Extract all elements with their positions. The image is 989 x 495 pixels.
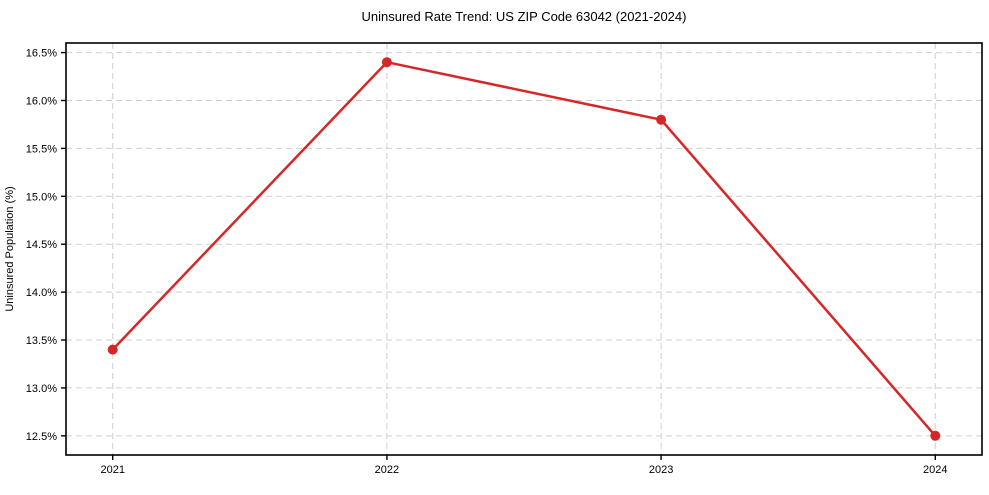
y-tick-label: 14.5% — [26, 239, 57, 251]
gridlines — [66, 43, 982, 455]
axis-ticks: 12.5% 13.0% 13.5% 14.0% 14.5% 15.0% 15.5% 16.0%… — [26, 48, 948, 476]
y-axis-label: Uninsured Population (%) — [4, 186, 16, 311]
plot-border — [65, 42, 983, 456]
y-tick-label: 12.5% — [26, 431, 57, 443]
y-tick-label: 13.0% — [26, 383, 57, 395]
data-point — [930, 430, 941, 441]
trend-line — [111, 60, 937, 438]
y-tick-label: 13.5% — [26, 335, 57, 347]
x-tick-label: 2024 — [923, 464, 947, 476]
y-tick-label: 15.5% — [26, 143, 57, 155]
data-point — [656, 114, 667, 125]
y-tick-label: 14.0% — [26, 287, 57, 299]
data-point — [381, 57, 392, 68]
x-tick-label: 2022 — [375, 464, 399, 476]
x-tick-label: 2021 — [100, 464, 124, 476]
data-series — [107, 57, 941, 441]
data-point — [107, 344, 118, 355]
chart-title: Uninsured Rate Trend: US ZIP Code 63042 … — [362, 9, 687, 24]
y-tick-label: 15.0% — [26, 191, 57, 203]
y-tick-label: 16.0% — [26, 95, 57, 107]
x-tick-label: 2023 — [649, 464, 673, 476]
y-tick-label: 16.5% — [26, 48, 57, 60]
